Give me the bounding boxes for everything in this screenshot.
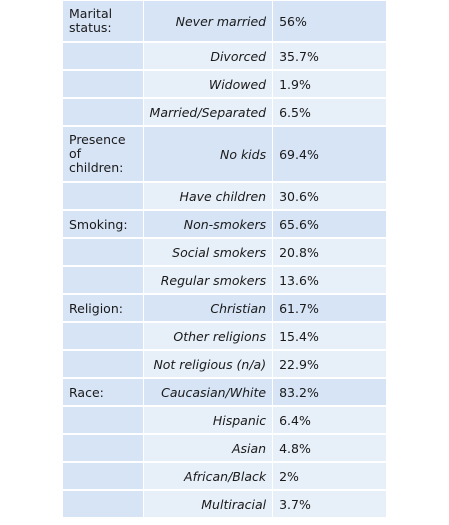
category-cell-empty [63,239,144,267]
category-label-presence-of-children: Presence of children: [63,127,144,183]
table-row: Smoking: Non-smokers 65.6% [63,211,386,239]
category-label-marital-status: Marital status: [63,1,144,43]
category-cell-empty [63,435,144,463]
row-label-christian: Christian [143,295,274,323]
demographics-table: Marital status: Never married 56% Divorced 3… [63,1,386,519]
table-row: Not religious (n/a) 22.9% [63,351,386,379]
row-label-divorced: Divorced [143,43,274,71]
table-row: Married/Separated 6.5% [63,99,386,127]
table-row: African/Black 2% [63,463,386,491]
row-value-have-children: 30.6% [273,183,386,211]
row-value-caucasian-white: 83.2% [273,379,386,407]
category-cell-empty [63,183,144,211]
row-label-non-smokers: Non-smokers [143,211,274,239]
table-row: Presence of children: No kids 69.4% [63,127,386,183]
row-label-caucasian-white: Caucasian/White [143,379,274,407]
row-label-have-children: Have children [143,183,274,211]
category-label-race: Race: [63,379,144,407]
table-row: Other religions 15.4% [63,323,386,351]
row-value-never-married: 56% [273,1,386,43]
row-label-married-separated: Married/Separated [143,99,274,127]
row-label-regular-smokers: Regular smokers [143,267,274,295]
row-label-no-kids: No kids [143,127,274,183]
row-label-other-religions: Other religions [143,323,274,351]
category-cell-empty [63,71,144,99]
category-cell-empty [63,267,144,295]
row-value-no-kids: 69.4% [273,127,386,183]
row-value-multiracial: 3.7% [273,491,386,519]
table-row: Marital status: Never married 56% [63,1,386,43]
row-value-hispanic: 6.4% [273,407,386,435]
row-label-never-married: Never married [143,1,274,43]
category-cell-empty [63,99,144,127]
category-cell-empty [63,43,144,71]
category-cell-empty [63,491,144,519]
table-row: Widowed 1.9% [63,71,386,99]
category-cell-empty [63,351,144,379]
row-value-divorced: 35.7% [273,43,386,71]
row-value-other-religions: 15.4% [273,323,386,351]
row-label-african-black: African/Black [143,463,274,491]
row-value-not-religious-n-a: 22.9% [273,351,386,379]
row-label-widowed: Widowed [143,71,274,99]
table-row: Race: Caucasian/White 83.2% [63,379,386,407]
row-value-social-smokers: 20.8% [273,239,386,267]
row-value-christian: 61.7% [273,295,386,323]
row-value-widowed: 1.9% [273,71,386,99]
row-label-social-smokers: Social smokers [143,239,274,267]
category-label-smoking: Smoking: [63,211,144,239]
table-row: Asian 4.8% [63,435,386,463]
row-value-non-smokers: 65.6% [273,211,386,239]
category-cell-empty [63,463,144,491]
row-value-african-black: 2% [273,463,386,491]
category-label-religion: Religion: [63,295,144,323]
row-value-regular-smokers: 13.6% [273,267,386,295]
row-value-married-separated: 6.5% [273,99,386,127]
table-row: Divorced 35.7% [63,43,386,71]
row-label-asian: Asian [143,435,274,463]
category-cell-empty [63,407,144,435]
row-label-hispanic: Hispanic [143,407,274,435]
table-row: Multiracial 3.7% [63,491,386,519]
row-label-not-religious-n-a: Not religious (n/a) [143,351,274,379]
table-row: Religion: Christian 61.7% [63,295,386,323]
table-row: Regular smokers 13.6% [63,267,386,295]
row-label-multiracial: Multiracial [143,491,274,519]
table-row: Social smokers 20.8% [63,239,386,267]
table-row: Hispanic 6.4% [63,407,386,435]
row-value-asian: 4.8% [273,435,386,463]
table-row: Have children 30.6% [63,183,386,211]
category-cell-empty [63,323,144,351]
